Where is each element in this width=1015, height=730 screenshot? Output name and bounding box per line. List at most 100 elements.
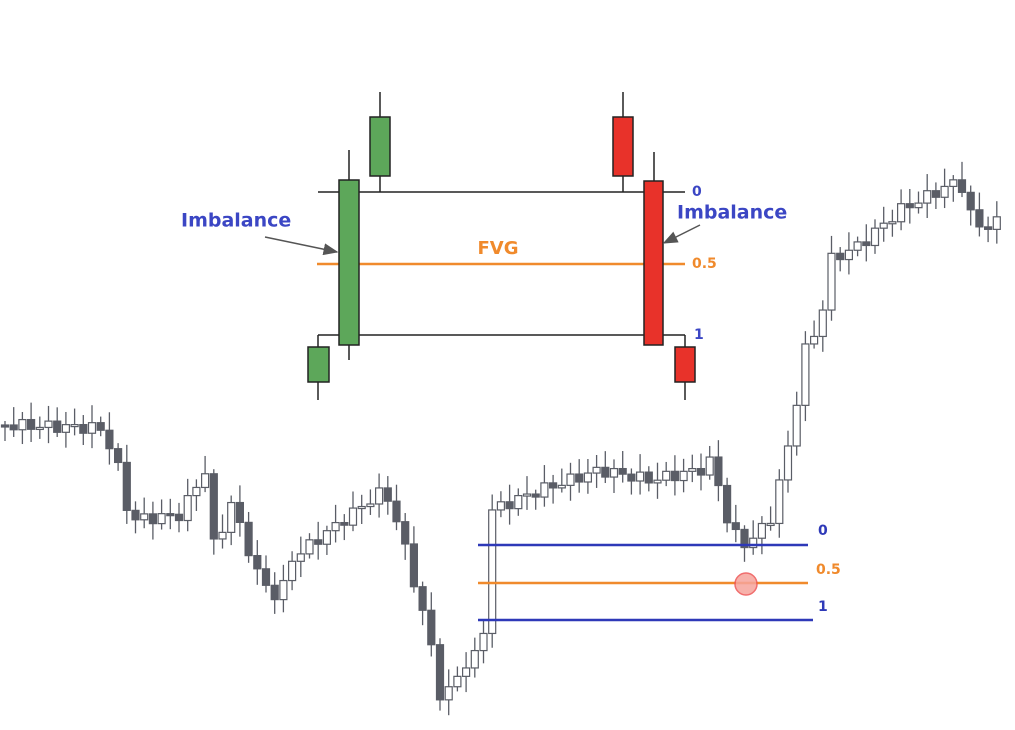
candle-part	[296, 553, 305, 562]
candle-part	[575, 473, 584, 483]
candle-part	[348, 507, 358, 526]
candle-part	[270, 584, 279, 601]
level-label: 0.5	[692, 256, 717, 272]
arrow	[264, 236, 339, 256]
chart-levels: 0 0.5 1	[478, 523, 841, 622]
candle-part	[670, 470, 680, 482]
candle-part	[0, 424, 10, 428]
candle-part	[653, 479, 662, 484]
touch-marker	[734, 572, 758, 596]
candle-part	[792, 404, 801, 447]
inset: Imbalance Imbalance FVG 0 0.5 1	[181, 92, 787, 400]
candle-part	[740, 528, 749, 549]
inset-candles	[307, 92, 696, 400]
candle-part	[131, 509, 140, 521]
candle-part	[722, 484, 732, 524]
candle-part	[488, 509, 497, 635]
candle-part	[444, 686, 453, 701]
level-label: 0	[692, 184, 702, 200]
candle-part	[818, 309, 827, 338]
candle-part	[462, 667, 471, 677]
candle-part	[557, 484, 566, 489]
candle-part	[183, 495, 192, 522]
candle-part	[809, 335, 819, 345]
candle-part	[731, 522, 740, 531]
candle-part	[61, 424, 71, 433]
candle-part	[801, 343, 810, 406]
candle-part	[827, 252, 836, 311]
candle-part	[757, 522, 767, 539]
candle-part	[618, 467, 627, 475]
candle-part	[940, 185, 949, 198]
candle-part	[409, 543, 418, 588]
label: Imbalance	[181, 210, 291, 232]
candle-part	[957, 179, 967, 193]
candle-part	[862, 241, 871, 247]
candle-part	[966, 191, 975, 211]
candle-part	[375, 487, 384, 505]
candle-part	[949, 179, 958, 188]
candle-part	[18, 418, 27, 431]
candle-part	[627, 473, 636, 482]
candle-part	[975, 209, 984, 228]
candle-part	[453, 675, 462, 688]
level-label: 0.5	[816, 562, 841, 578]
candle-part	[201, 473, 210, 489]
candle-part	[166, 513, 175, 517]
candle-part	[340, 521, 349, 526]
candle-part	[696, 467, 706, 476]
candle-part	[140, 513, 149, 521]
candle-part	[70, 423, 79, 428]
price-candles	[0, 161, 1001, 716]
candle-part	[983, 226, 993, 230]
candle-part	[783, 445, 793, 481]
candle-part	[192, 486, 201, 497]
candle-part	[888, 221, 897, 225]
candle-part	[522, 493, 532, 497]
candle-part	[366, 503, 375, 508]
label: Imbalance	[677, 202, 787, 224]
candle-part	[96, 422, 105, 431]
candle-part	[931, 190, 941, 198]
candle-part	[435, 644, 445, 701]
candle-part	[427, 609, 436, 646]
candle-part	[279, 579, 288, 601]
candle-part	[401, 521, 410, 545]
candle-part	[609, 467, 619, 478]
candle-part	[662, 470, 671, 481]
candle-part	[566, 473, 575, 486]
candle-part	[383, 487, 392, 502]
label: FVG	[477, 238, 518, 259]
candle-part	[244, 521, 253, 557]
candle-part	[35, 426, 44, 431]
candle-part	[305, 539, 314, 555]
candle-part	[914, 202, 923, 209]
candle-part	[44, 420, 53, 429]
candle-part	[122, 461, 131, 511]
candle-part	[905, 203, 914, 209]
candle-part	[418, 586, 427, 611]
candle-part	[896, 203, 906, 223]
candle-part	[548, 482, 558, 489]
candle-part	[853, 241, 862, 251]
candle-part	[261, 568, 271, 586]
candle-part	[992, 216, 1001, 230]
candle-part	[227, 501, 236, 533]
candle-part	[870, 227, 880, 247]
candle-part	[53, 420, 62, 433]
candle-part	[314, 539, 323, 545]
candle-part	[113, 448, 123, 464]
candle-part	[209, 473, 218, 540]
candle-part	[9, 424, 18, 431]
candle-part	[174, 513, 184, 522]
candle-part	[288, 560, 297, 582]
candle-part	[531, 493, 540, 498]
candle-part	[505, 501, 514, 510]
candle-part	[592, 466, 601, 474]
candle-part	[749, 537, 758, 549]
candle-part	[218, 531, 227, 540]
candle-part	[27, 418, 36, 430]
arrow	[662, 224, 701, 244]
candle-part	[635, 471, 645, 482]
